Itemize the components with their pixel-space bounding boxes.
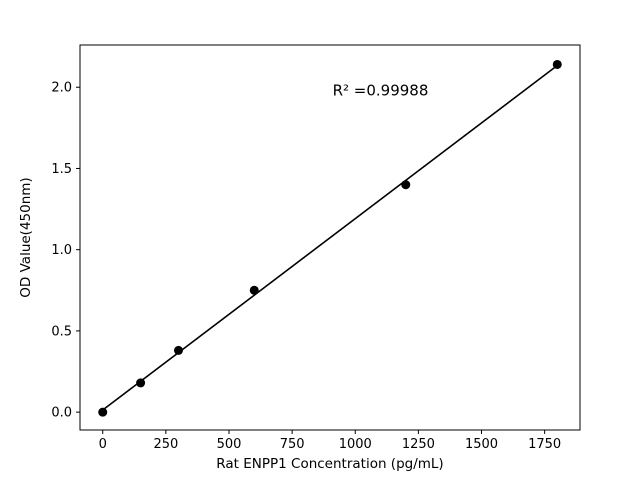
- x-tick-label: 1750: [528, 437, 561, 452]
- r-squared-annotation: R² =0.99988: [333, 81, 429, 99]
- y-tick-label: 1.5: [51, 162, 72, 177]
- data-point: [249, 285, 259, 295]
- x-tick-label: 1500: [465, 437, 498, 452]
- x-tick-label: 500: [217, 437, 242, 452]
- x-tick-label: 250: [153, 437, 178, 452]
- data-point: [173, 345, 183, 355]
- x-tick-label: 0: [99, 437, 107, 452]
- x-tick-label: 750: [280, 437, 305, 452]
- data-point: [136, 378, 146, 388]
- y-tick-label: 0.5: [51, 324, 72, 339]
- y-axis-label: OD Value(450nm): [18, 177, 34, 297]
- plot-border: [79, 44, 581, 431]
- x-axis-label: Rat ENPP1 Concentration (pg/mL): [216, 456, 443, 472]
- x-tick-label: 1250: [402, 437, 435, 452]
- y-tick-label: 2.0: [51, 81, 72, 96]
- data-point: [552, 59, 562, 69]
- y-tick-label: 1.0: [51, 243, 72, 258]
- data-point: [98, 407, 108, 417]
- y-tick-label: 0.0: [51, 406, 72, 421]
- x-tick-label: 1000: [339, 437, 372, 452]
- data-point: [401, 180, 411, 190]
